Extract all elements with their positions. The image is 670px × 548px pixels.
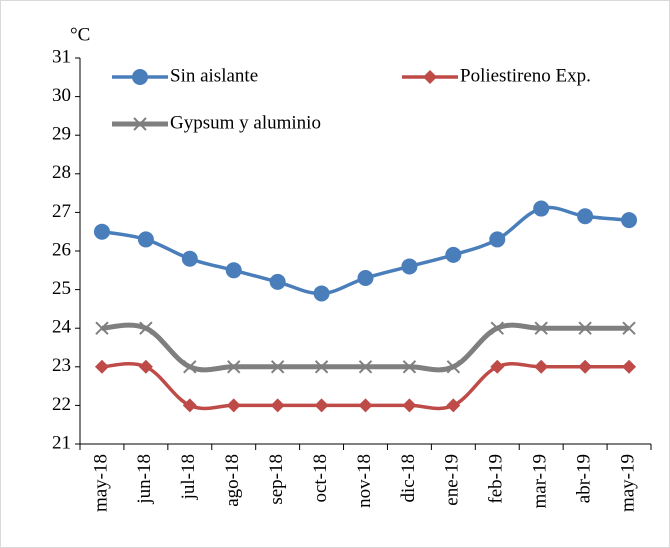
x-tick-label: oct-18: [310, 454, 331, 503]
point: [270, 360, 285, 374]
point: [621, 212, 638, 229]
x-tick-label: jun-18: [134, 454, 155, 505]
y-tick-label: 29: [52, 124, 71, 145]
x-tick-label: ene-19: [442, 454, 463, 506]
y-tick-label: 21: [52, 432, 71, 453]
point: [314, 360, 329, 374]
y-tick-label: 24: [52, 317, 72, 338]
y-tick-label: 23: [52, 355, 71, 376]
legend-label: Sin aislante: [170, 65, 258, 86]
y-tick-label: 27: [52, 201, 71, 222]
point: [534, 321, 548, 335]
x-tick-label: sep-18: [266, 454, 287, 505]
x-tick-label: feb-19: [486, 454, 507, 504]
point: [446, 398, 461, 413]
point: [490, 321, 504, 335]
x-tick-label: may-18: [90, 454, 111, 512]
point: [182, 398, 197, 413]
x-tick-label: nov-18: [354, 454, 375, 508]
point: [357, 270, 374, 287]
x-tick-label: ago-18: [222, 454, 243, 507]
x-tick-label: jul-18: [178, 454, 199, 500]
point: [358, 398, 373, 413]
point: [313, 285, 330, 302]
point: [314, 398, 329, 413]
y-axis-label: °C: [70, 24, 90, 45]
point: [93, 223, 110, 240]
legend-item: Gypsum y aluminio: [112, 112, 321, 133]
point: [622, 359, 637, 374]
y-tick-label: 22: [52, 394, 71, 415]
point: [137, 231, 154, 248]
point: [225, 262, 242, 279]
x-tick-label: may-19: [617, 454, 638, 512]
y-tick-label: 26: [52, 239, 71, 260]
point: [95, 321, 109, 335]
x-tick-label: dic-18: [398, 454, 419, 503]
point: [401, 258, 418, 275]
point: [445, 246, 462, 263]
y-tick-label: 30: [52, 85, 71, 106]
legend-label: Gypsum y aluminio: [170, 112, 321, 133]
point: [489, 231, 506, 248]
y-tick-label: 28: [52, 162, 71, 183]
y-tick-label: 25: [52, 278, 71, 299]
point: [139, 321, 153, 335]
point: [183, 360, 197, 374]
point: [94, 359, 109, 374]
point: [577, 208, 594, 225]
x-tick-label: abr-19: [573, 454, 594, 503]
point: [533, 200, 550, 217]
point: [423, 70, 437, 84]
point: [270, 398, 285, 413]
point: [227, 360, 241, 374]
point: [578, 359, 593, 374]
legend-label: Poliestireno Exp.: [460, 65, 591, 86]
point: [578, 321, 592, 335]
point: [402, 398, 417, 413]
point: [181, 250, 198, 267]
point: [622, 321, 636, 335]
point: [534, 359, 549, 374]
legend-item: Sin aislante: [112, 65, 258, 86]
y-tick-label: 31: [52, 46, 71, 67]
point: [490, 359, 505, 374]
point: [402, 360, 417, 374]
point: [132, 69, 148, 85]
legend-item: Poliestireno Exp.: [402, 65, 591, 86]
point: [226, 398, 241, 413]
point: [446, 360, 461, 374]
point: [358, 360, 373, 374]
point: [269, 273, 286, 290]
point: [138, 359, 153, 374]
point: [133, 117, 147, 131]
x-tick-label: mar-19: [530, 454, 551, 509]
